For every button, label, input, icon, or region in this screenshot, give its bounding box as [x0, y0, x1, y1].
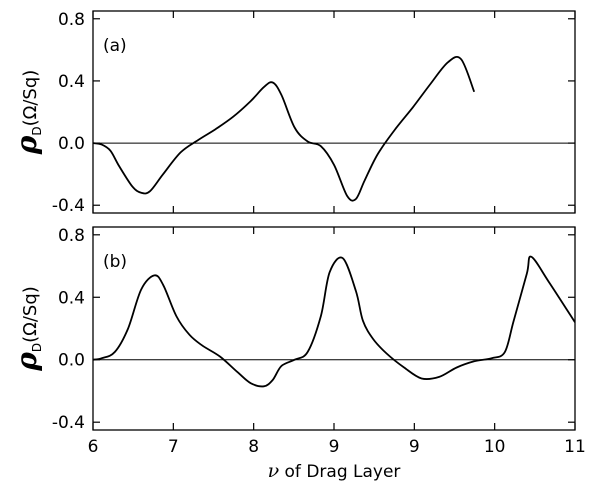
series-line: [93, 55, 476, 202]
y-tick-label: 0.8: [58, 226, 85, 246]
panel-a: -0.4 0.0 0.4 0.8 (a) ρD(Ω/Sq): [10, 10, 576, 216]
y-axis-label: ρD(Ω/Sq): [10, 70, 44, 156]
x-axis-label: ν of Drag Layer: [268, 460, 401, 482]
y-tick-label: -0.4: [52, 196, 85, 216]
panel-label: (a): [103, 36, 127, 56]
y-tick-label: -0.4: [52, 413, 85, 433]
x-tick-label: 8: [248, 437, 259, 457]
y-tick-label: 0.0: [58, 351, 85, 371]
y-tick-label: 0.8: [58, 10, 85, 30]
x-tick-label: 10: [484, 437, 506, 457]
y-tick-label: 0.4: [58, 288, 85, 308]
plot-frame: [92, 226, 576, 431]
x-tick-label: 7: [168, 437, 179, 457]
x-tick-label: 11: [564, 437, 586, 457]
y-axis-label: ρD(Ω/Sq): [10, 286, 44, 372]
x-tick-label: 9: [409, 437, 420, 457]
x-tick-label: 9: [329, 437, 340, 457]
y-tick-label: 0.0: [58, 134, 85, 154]
y-tick-label: 0.4: [58, 72, 85, 92]
panel-label: (b): [103, 252, 127, 272]
x-tick-label: 6: [88, 437, 99, 457]
panel-b: -0.4 0.0 0.4 0.8 (b) ρD(Ω/Sq): [10, 226, 576, 433]
series-line: [93, 255, 575, 388]
plot-frame: [92, 10, 576, 214]
